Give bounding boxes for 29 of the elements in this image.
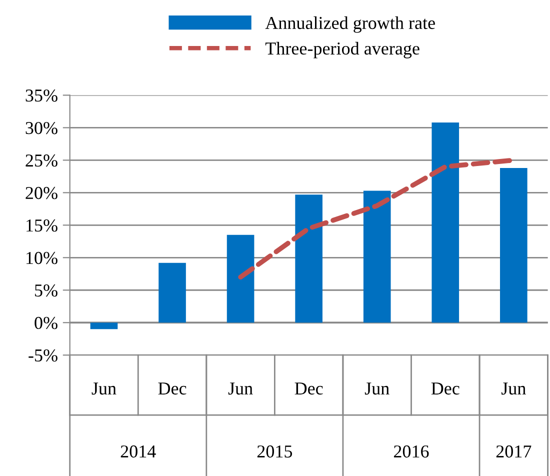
text: 2015 — [257, 445, 292, 458]
text: 2014 — [120, 445, 156, 458]
bar — [90, 322, 118, 330]
y-tick-label: 5% — [35, 284, 58, 297]
bar — [500, 168, 528, 323]
y-tick-label: 10% — [26, 252, 58, 264]
text: 2016 — [394, 445, 429, 458]
bar — [432, 122, 460, 323]
y-tick-label: -5% — [28, 349, 58, 362]
bar — [158, 262, 186, 323]
x-tick-label: Dec — [294, 382, 323, 395]
y-tick-label: 25% — [26, 154, 58, 167]
x-tick-label: Jun — [92, 382, 116, 395]
bar — [226, 234, 254, 323]
x-tick-label: Jun — [364, 382, 390, 395]
y-tick-label: 30% — [26, 122, 58, 134]
y-tick-label: 15% — [26, 219, 58, 232]
text: 2017 — [496, 445, 532, 458]
bar — [295, 194, 322, 323]
x-tick-label: Dec — [158, 382, 186, 395]
y-tick-label: 35% — [26, 89, 58, 102]
legend-label: Annualized growth rate — [265, 16, 435, 33]
y-tick-label: 20% — [26, 186, 58, 200]
x-tick-label: Jun — [228, 382, 253, 395]
bar — [363, 190, 391, 323]
y-tick-label: 0% — [34, 316, 58, 330]
legend-label: Three-period average — [265, 42, 420, 58]
x-tick-label: Dec — [431, 382, 460, 395]
x-tick-label: Jun — [501, 382, 526, 395]
